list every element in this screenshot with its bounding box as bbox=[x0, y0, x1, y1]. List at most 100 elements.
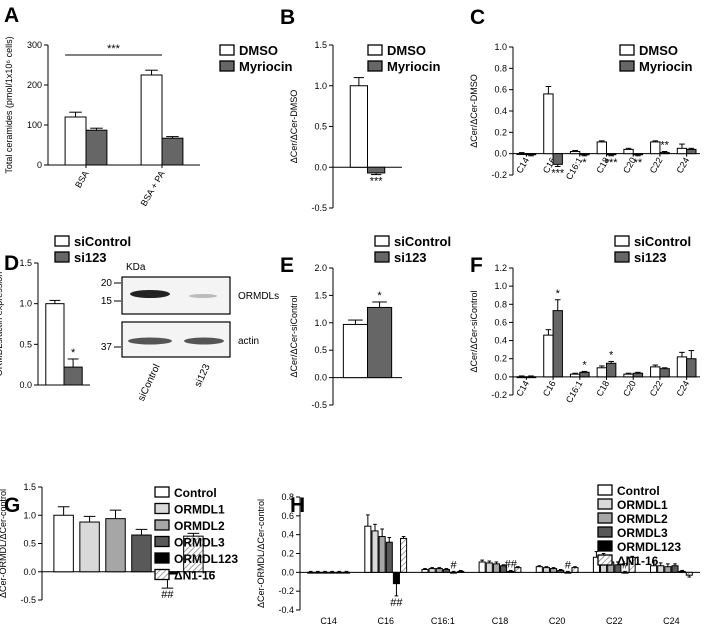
y-axis-label: ΔCer/ΔCer-DMSO bbox=[469, 74, 479, 148]
significance: ## bbox=[161, 589, 174, 601]
bar bbox=[552, 153, 563, 165]
y-tick-label: 1.0 bbox=[494, 42, 507, 52]
legend-swatch bbox=[619, 44, 635, 56]
bar bbox=[664, 566, 672, 573]
bar bbox=[550, 568, 558, 573]
x-tick-label: C14 bbox=[514, 379, 531, 398]
bar bbox=[623, 373, 634, 378]
y-tick-label: 0.2 bbox=[494, 127, 507, 137]
y-tick-label: 0.2 bbox=[494, 354, 507, 364]
bar bbox=[535, 566, 543, 573]
legend-label: ORMDL3 bbox=[617, 526, 668, 540]
legend-label: ORMDL1 bbox=[617, 498, 668, 512]
y-tick-label: 1.5 bbox=[19, 258, 32, 268]
bar bbox=[686, 148, 697, 155]
panel-letter: A bbox=[4, 4, 19, 27]
bar bbox=[569, 151, 581, 155]
x-tick-label: BSA bbox=[73, 169, 91, 190]
bar bbox=[552, 310, 563, 378]
y-tick-label: 0.2 bbox=[281, 549, 294, 559]
legend-label: ΔN1-16 bbox=[617, 554, 659, 568]
legend-swatch bbox=[54, 251, 70, 263]
y-tick-label: -0.4 bbox=[278, 605, 294, 615]
legend-swatch bbox=[154, 568, 170, 581]
panel: C -0.2 0.0 0.2 0.4 0.6 0.8 1.0 ΔCer/ΔCer-DMSO C14… bbox=[469, 6, 700, 181]
bar bbox=[614, 564, 622, 573]
legend-swatch bbox=[54, 235, 70, 247]
bar bbox=[676, 147, 688, 155]
panel-letter: H bbox=[290, 494, 305, 517]
bar bbox=[371, 530, 379, 573]
x-tick-label: C22 bbox=[648, 156, 665, 175]
y-axis-label: Total ceramides (pmol/1x10⁶ cells) bbox=[4, 36, 14, 173]
bar bbox=[525, 153, 537, 156]
legend-label: Myriocin bbox=[239, 59, 293, 74]
legend-label: ORMDL2 bbox=[174, 519, 225, 533]
significance: # bbox=[451, 559, 458, 571]
y-tick-label: 0.0 bbox=[19, 380, 32, 390]
blot-band bbox=[128, 337, 172, 345]
panel-letter: E bbox=[280, 254, 294, 277]
legend-label: Control bbox=[617, 484, 660, 498]
legend-label: DMSO bbox=[239, 43, 278, 58]
y-axis-label: ΔCer/ΔCer-DMSO bbox=[289, 90, 299, 164]
x-tick-label: C18 bbox=[594, 379, 611, 398]
panel: A 0 100 200 300 Total ceramides (pmol/1x10⁶ c… bbox=[4, 4, 293, 208]
panel: G -0.5 0.0 0.5 1.0 1.5 ΔCer-ORMDL/ΔCer-control… bbox=[0, 482, 238, 605]
annotation: *** bbox=[107, 43, 121, 55]
legend-label: ORMDL1 bbox=[174, 503, 225, 517]
significance: ** bbox=[660, 140, 669, 152]
y-tick-label: 0.4 bbox=[494, 336, 507, 346]
legend-label: Control bbox=[174, 486, 217, 500]
legend-swatch bbox=[614, 251, 630, 263]
x-tick-label: C16:1 bbox=[431, 616, 455, 626]
y-tick-label: -0.2 bbox=[491, 390, 507, 400]
panel: F -0.2 0.0 0.2 0.4 0.6 0.8 1.0 1.2 ΔCer/ΔCer-siCo… bbox=[469, 234, 700, 405]
bar bbox=[321, 571, 329, 574]
lane-label: siControl bbox=[136, 363, 163, 403]
legend-label: DMSO bbox=[639, 43, 678, 58]
bar bbox=[632, 153, 644, 156]
x-tick-label: C16 bbox=[377, 616, 394, 626]
legend-swatch bbox=[614, 235, 630, 247]
bar bbox=[650, 565, 658, 573]
panel-letter: G bbox=[4, 494, 20, 517]
y-tick-label: 0.8 bbox=[281, 492, 294, 502]
bar bbox=[478, 561, 486, 573]
bar bbox=[557, 569, 565, 573]
bar bbox=[564, 571, 572, 574]
x-tick-label: C24 bbox=[663, 616, 680, 626]
x-tick-label: C24 bbox=[674, 156, 691, 175]
y-tick-label: 1.0 bbox=[314, 81, 327, 91]
bar bbox=[606, 362, 617, 378]
significance: ** bbox=[634, 157, 643, 169]
y-tick-label: -0.2 bbox=[278, 586, 294, 596]
bar bbox=[596, 141, 608, 155]
bar bbox=[450, 571, 458, 574]
y-tick-label: 0.6 bbox=[494, 317, 507, 327]
y-tick-label: 1.5 bbox=[314, 40, 327, 50]
y-tick-label: 300 bbox=[27, 40, 42, 50]
bar bbox=[596, 367, 608, 378]
bar bbox=[385, 541, 393, 573]
y-tick-label: -0.5 bbox=[311, 400, 327, 410]
y-tick-label: 2.0 bbox=[314, 263, 327, 273]
bar bbox=[378, 536, 386, 573]
y-tick-label: 1.5 bbox=[314, 290, 327, 300]
bar bbox=[79, 521, 100, 573]
legend-label: ORMDL2 bbox=[617, 512, 668, 526]
x-tick-label: C14 bbox=[514, 156, 531, 175]
y-tick-label: 0.0 bbox=[281, 567, 294, 577]
bar bbox=[650, 366, 661, 378]
significance: * bbox=[71, 347, 76, 359]
y-tick-label: 0.5 bbox=[23, 539, 36, 549]
bar bbox=[623, 148, 634, 155]
bar bbox=[676, 356, 688, 378]
y-tick-label: 1.0 bbox=[494, 281, 507, 291]
bar bbox=[45, 303, 65, 386]
y-tick-label: 1.0 bbox=[23, 510, 36, 520]
bar bbox=[53, 514, 74, 573]
significance: ## bbox=[505, 558, 518, 570]
panel-letter: C bbox=[470, 6, 485, 29]
bar bbox=[307, 571, 315, 574]
